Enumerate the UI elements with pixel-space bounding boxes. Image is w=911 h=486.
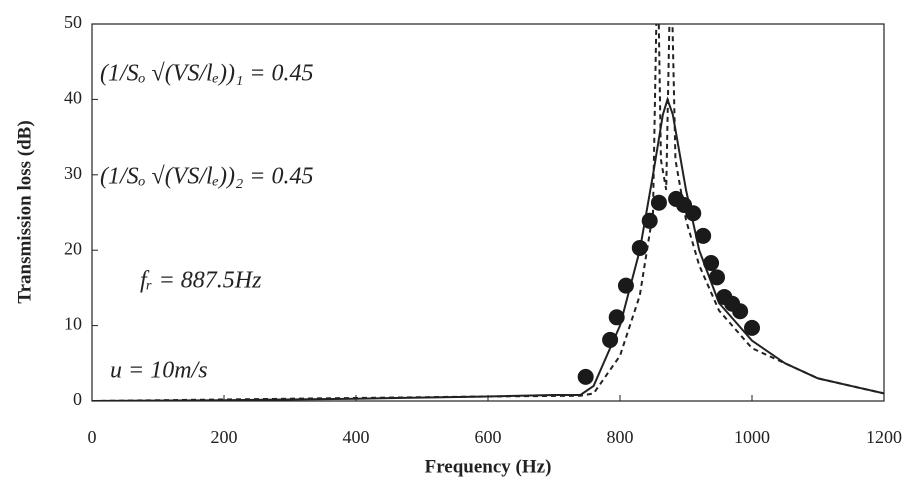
line-series [92,24,884,401]
x-tick-label: 800 [607,427,634,447]
annotation: (1/Sₒ √(VS/lₑ))₁ = 0.45 [100,61,314,87]
scatter-point [703,255,720,272]
scatter-point [650,194,667,211]
annotation: fᵣ = 887.5Hz [140,268,262,294]
scatter-point [685,205,702,222]
x-tick-label: 200 [211,427,238,447]
scatter-point [641,212,658,229]
x-tick-label: 400 [343,427,370,447]
x-tick-label: 1000 [734,427,770,447]
scatter-point [744,319,760,336]
scatter-point [732,303,749,320]
y-tick-label: 0 [73,389,82,409]
y-tick-label: 50 [64,12,82,32]
y-tick-label: 10 [64,314,82,334]
y-tick-label: 40 [64,88,82,108]
scatter-point [695,227,712,244]
x-tick-label: 0 [88,427,97,447]
y-axis-title: Transmission loss (dB) [14,120,35,303]
scatter-point [602,331,619,348]
annotation: (1/Sₒ √(VS/lₑ))₂ = 0.45 [100,164,314,190]
scatter-point [631,239,648,256]
y-tick-label: 20 [64,238,82,258]
scatter-point [577,368,594,385]
scatter-point [617,277,634,294]
x-axis-title: Frequency (Hz) [425,456,552,477]
annotation: u = 10m/s [110,358,208,384]
x-tick-label: 1200 [866,427,902,447]
line-series [92,96,884,401]
scatter-point [709,269,726,286]
scatter-point [608,309,625,326]
x-tick-label: 600 [475,427,502,447]
y-tick-label: 30 [64,163,82,183]
